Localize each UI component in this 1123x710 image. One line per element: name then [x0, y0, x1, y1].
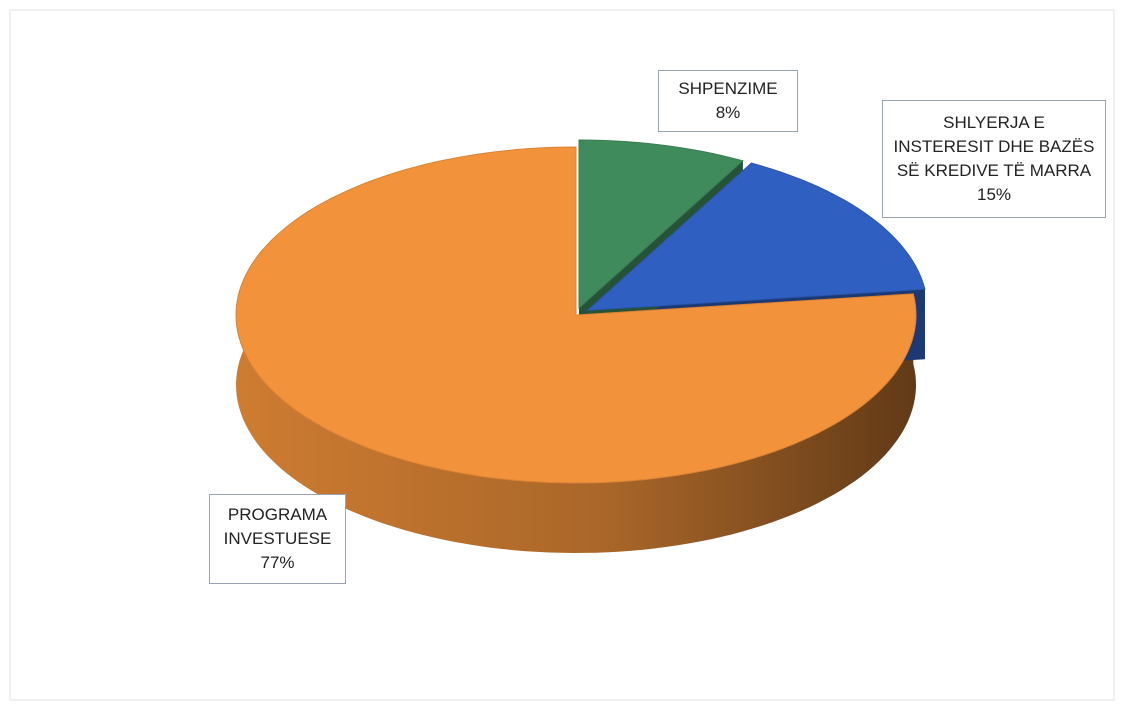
label-value: 15% — [976, 185, 1012, 204]
slice — [586, 162, 926, 311]
data-label: SHLYERJA E INSTERESIT DHE BAZËS SË KREDI… — [882, 100, 1106, 218]
label-category: SHPENZIME — [678, 79, 778, 98]
label-value: 77% — [260, 553, 295, 572]
chart-border — [9, 9, 1115, 701]
data-label: PROGRAMA INVESTUESE 77% — [209, 494, 346, 584]
label-category: PROGRAMA INVESTUESE — [223, 505, 332, 548]
data-label: SHPENZIME 8% — [658, 70, 798, 132]
label-value: 8% — [715, 103, 741, 122]
slice — [578, 139, 744, 310]
slice — [235, 146, 917, 484]
label-category: SHLYERJA E INSTERESIT DHE BAZËS SË KREDI… — [893, 113, 1095, 180]
